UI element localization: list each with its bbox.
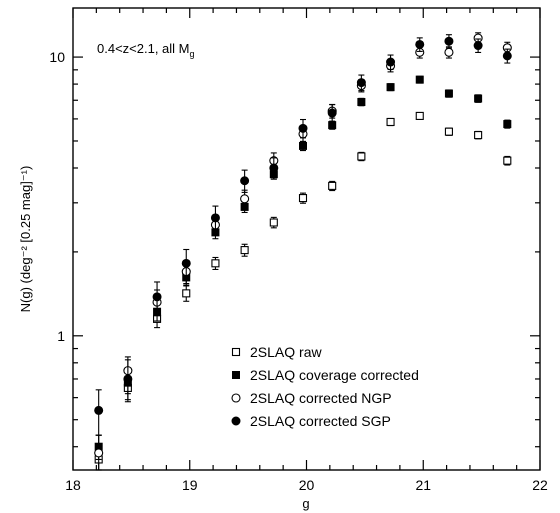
legend: 2SLAQ raw 2SLAQ coverage corrected 2SLAQ c…	[231, 344, 419, 429]
data-point	[327, 108, 337, 118]
data-point	[240, 246, 249, 255]
data-point	[415, 111, 424, 120]
data-point	[386, 57, 396, 67]
y-tick-label: 10	[49, 49, 65, 65]
data-point	[357, 152, 366, 161]
data-point	[328, 121, 337, 130]
data-point	[240, 194, 250, 204]
data-point	[94, 405, 104, 415]
y-tick-label: 1	[57, 328, 65, 344]
legend-label: 2SLAQ raw	[250, 344, 322, 360]
series-4	[94, 34, 512, 436]
data-point	[473, 41, 483, 51]
data-point	[415, 75, 424, 84]
data-point	[386, 83, 395, 92]
y-tick-labels: 1 10	[49, 49, 65, 344]
data-point	[502, 51, 512, 61]
legend-label: 2SLAQ corrected NGP	[250, 390, 392, 406]
data-point	[269, 218, 278, 227]
annotation-subscript: g	[190, 49, 195, 59]
y-axis-label: N(g) (deg⁻² [0.25 mag]⁻¹)	[18, 166, 33, 313]
data-point	[444, 89, 453, 98]
legend-marker	[231, 347, 241, 357]
legend-marker	[231, 393, 241, 403]
x-tick-label: 20	[299, 477, 315, 493]
data-point	[474, 94, 483, 103]
data-points	[94, 32, 512, 471]
data-point	[269, 163, 279, 173]
data-point	[356, 78, 366, 88]
data-point	[210, 213, 220, 223]
annotation-text: 0.4<z<2.1, all M	[97, 41, 190, 56]
data-point	[240, 176, 250, 186]
data-point	[474, 131, 483, 140]
data-point	[298, 141, 307, 150]
legend-marker	[232, 371, 240, 379]
data-point	[152, 292, 162, 302]
data-point	[328, 181, 337, 190]
data-point	[181, 258, 191, 268]
data-point	[415, 39, 425, 49]
x-tick-labels: 18 19 20 21 22	[65, 477, 548, 493]
data-point	[444, 127, 453, 136]
data-point	[182, 289, 191, 298]
data-point	[444, 36, 454, 46]
data-point	[298, 194, 308, 203]
data-point	[503, 120, 512, 129]
x-axis-label: g	[302, 496, 309, 511]
data-point	[211, 259, 220, 268]
x-tick-label: 21	[415, 477, 431, 493]
data-point	[94, 448, 104, 458]
data-point	[123, 374, 133, 384]
legend-label: 2SLAQ corrected SGP	[250, 413, 391, 429]
axis-ticks	[72, 8, 541, 470]
data-point	[503, 156, 512, 165]
annotation: 0.4<z<2.1, all Mg	[97, 41, 195, 59]
x-tick-label: 22	[532, 477, 548, 493]
x-tick-label: 18	[65, 477, 81, 493]
series-1	[94, 111, 512, 471]
legend-label: 2SLAQ coverage corrected	[250, 367, 419, 383]
data-point	[386, 117, 395, 127]
legend-marker	[231, 416, 241, 426]
data-point	[357, 97, 366, 106]
data-point	[444, 47, 454, 57]
data-point	[298, 123, 308, 133]
x-tick-label: 19	[182, 477, 198, 493]
